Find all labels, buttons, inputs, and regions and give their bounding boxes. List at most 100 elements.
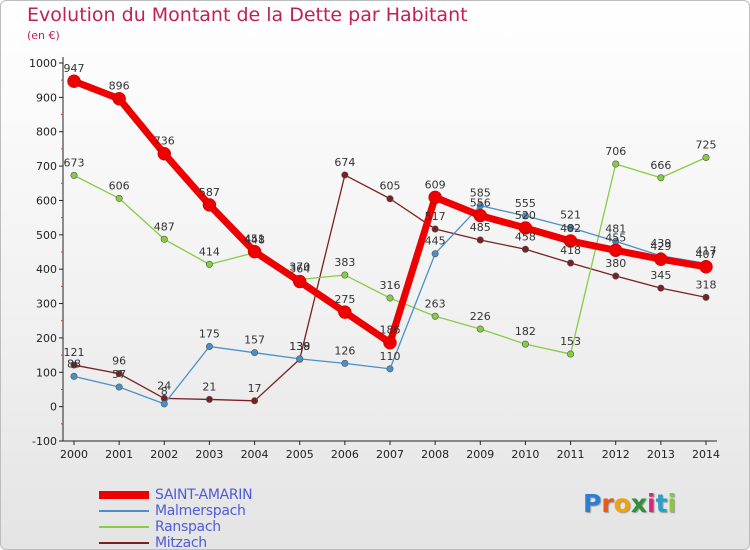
data-label-mitzach: 21	[202, 380, 216, 393]
data-point-mitzach	[521, 245, 529, 253]
data-point-saint-amarin	[338, 305, 352, 319]
logo-letter: r	[601, 489, 614, 518]
logo-letter: P	[583, 489, 602, 518]
y-tick-label: 600	[36, 194, 57, 207]
data-point-ranspach	[702, 154, 710, 162]
data-point-saint-amarin	[247, 244, 262, 259]
legend-item: SAINT-AMARIN	[99, 487, 253, 503]
legend-item: Mitzach	[99, 535, 252, 550]
data-point-mitzach	[702, 293, 710, 301]
data-label-malmerspach: 126	[334, 344, 355, 357]
data-label-ranspach: 316	[380, 279, 401, 292]
data-point-ranspach	[341, 271, 349, 279]
data-point-saint-amarin	[563, 234, 578, 248]
data-label-ranspach: 370	[289, 260, 310, 273]
data-point-mitzach	[341, 171, 349, 179]
data-point-malmerspach	[205, 342, 213, 350]
data-label-malmerspach: 481	[605, 222, 626, 235]
data-label-mitzach: 17	[248, 382, 262, 395]
chart-legend: SAINT-AMARIN Malmerspach Ranspach Mitzach	[99, 487, 253, 550]
legend-label: Malmerspach	[155, 503, 246, 519]
data-point-saint-amarin	[202, 198, 217, 212]
data-point-malmerspach	[115, 383, 123, 391]
data-point-ranspach	[70, 171, 78, 179]
data-label-saint-amarin: 451	[244, 233, 265, 246]
y-tick-label: 700	[36, 160, 57, 173]
data-label-saint-amarin: 609	[425, 178, 446, 191]
x-tick-label: 2004	[241, 448, 269, 461]
data-label-saint-amarin: 407	[696, 248, 717, 261]
data-point-mitzach	[386, 195, 394, 203]
data-label-malmerspach: 445	[425, 235, 446, 248]
x-tick-label: 2008	[421, 448, 449, 461]
data-label-ranspach: 153	[560, 335, 581, 348]
x-tick-label: 2003	[195, 448, 223, 461]
data-point-ranspach	[386, 294, 394, 302]
data-label-mitzach: 345	[650, 269, 671, 282]
legend-item: Malmerspach	[99, 503, 252, 519]
data-label-mitzach: 96	[112, 355, 126, 368]
data-label-mitzach: 138	[289, 340, 310, 353]
data-label-saint-amarin: 520	[515, 209, 536, 222]
data-point-mitzach	[205, 395, 213, 403]
data-label-ranspach: 606	[109, 179, 130, 192]
data-point-ranspach	[521, 340, 529, 348]
data-point-ranspach	[115, 194, 123, 202]
data-point-malmerspach	[296, 355, 304, 363]
data-label-saint-amarin: 587	[199, 186, 220, 199]
data-label-ranspach: 673	[64, 156, 85, 169]
data-point-saint-amarin	[157, 146, 172, 161]
data-point-malmerspach	[251, 349, 259, 357]
series-line-saint-amarin	[72, 77, 707, 347]
y-tick-label: 1000	[29, 57, 57, 70]
data-label-malmerspach: 8	[161, 385, 168, 398]
data-label-ranspach: 725	[696, 139, 717, 152]
data-label-malmerspach: 555	[515, 197, 536, 210]
x-tick-label: 2007	[376, 448, 404, 461]
y-tick-label: 500	[36, 229, 57, 242]
data-point-saint-amarin	[428, 190, 442, 205]
logo-letter: t	[655, 489, 668, 518]
legend-swatch	[99, 510, 149, 512]
data-label-malmerspach: 110	[380, 350, 401, 363]
data-label-saint-amarin: 947	[64, 62, 85, 75]
data-point-saint-amarin	[699, 260, 713, 274]
data-label-malmerspach: 175	[199, 328, 220, 341]
data-label-ranspach: 706	[605, 145, 626, 158]
data-label-mitzach: 24	[157, 379, 171, 392]
data-label-ranspach: 666	[650, 159, 671, 172]
data-label-saint-amarin: 896	[109, 80, 130, 93]
x-tick-label: 2001	[105, 448, 133, 461]
data-point-mitzach	[567, 259, 575, 267]
data-point-malmerspach	[476, 202, 484, 210]
data-point-malmerspach	[567, 224, 575, 232]
x-tick-label: 2006	[331, 448, 359, 461]
data-label-saint-amarin: 455	[605, 231, 626, 244]
data-label-malmerspach: 139	[289, 340, 310, 353]
data-label-saint-amarin: 275	[334, 293, 355, 306]
data-label-ranspach: 182	[515, 325, 536, 338]
data-point-mitzach	[70, 361, 78, 369]
chart-title: Evolution du Montant de la Dette par Hab…	[27, 4, 468, 26]
data-label-malmerspach: 88	[67, 357, 81, 370]
data-label-ranspach: 414	[199, 245, 220, 258]
data-label-mitzach: 517	[425, 210, 446, 223]
y-tick-label: 800	[36, 126, 57, 139]
x-tick-label: 2010	[511, 448, 539, 461]
data-label-ranspach: 448	[244, 234, 265, 247]
data-point-ranspach	[476, 325, 484, 333]
data-label-saint-amarin: 364	[289, 263, 310, 276]
data-label-malmerspach: 157	[244, 334, 265, 347]
data-label-saint-amarin: 429	[650, 240, 671, 253]
data-point-malmerspach	[70, 372, 78, 380]
x-tick-label: 2009	[466, 448, 494, 461]
data-label-ranspach: 383	[334, 256, 355, 269]
data-label-mitzach: 318	[696, 278, 717, 291]
legend-label: Mitzach	[155, 535, 207, 550]
data-point-malmerspach	[431, 250, 439, 258]
data-point-malmerspach	[160, 400, 168, 408]
data-point-malmerspach	[341, 359, 349, 367]
legend-swatch	[99, 491, 149, 499]
